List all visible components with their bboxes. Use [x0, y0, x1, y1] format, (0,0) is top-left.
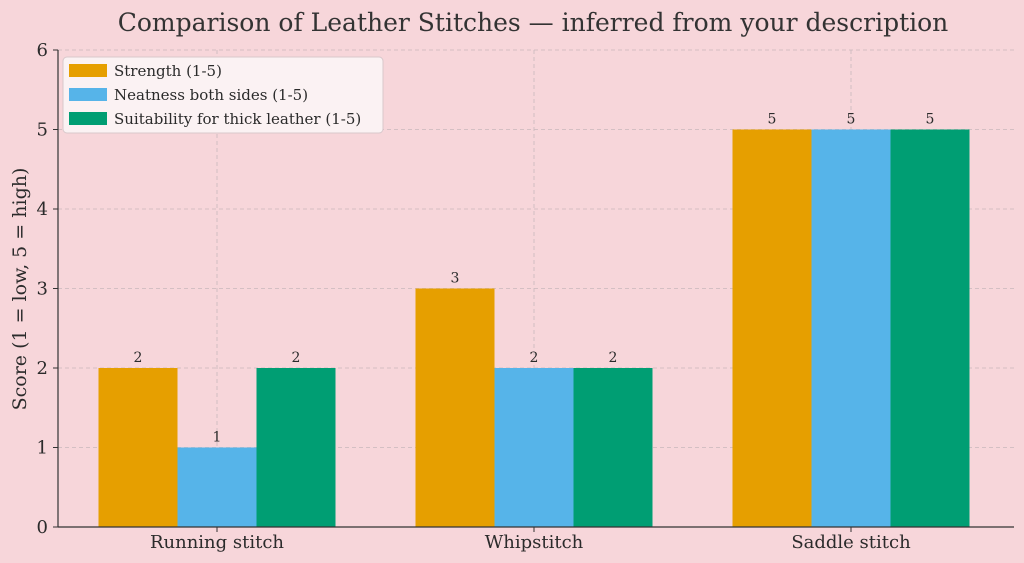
legend-swatch: [69, 112, 107, 125]
y-axis-label: Score (1 = low, 5 = high): [9, 168, 31, 411]
data-label: 2: [134, 350, 143, 366]
bar: [256, 368, 336, 527]
chart-title: Comparison of Leather Stitches — inferre…: [118, 8, 949, 37]
legend-box: [62, 56, 384, 134]
legend-entry: Neatness both sides (1-5): [114, 86, 308, 104]
bar: [415, 288, 495, 527]
data-label: 5: [847, 112, 856, 128]
y-tick-label: 3: [37, 279, 48, 300]
data-labels: 2 3 5 1 2 5 2 2 5: [134, 112, 935, 446]
axes: 0 1 2 3 4 5 6 Running stitch Whipstitch Saddle st…: [37, 40, 1014, 553]
data-label: 2: [530, 350, 539, 366]
data-label: 5: [768, 112, 777, 128]
bar: [890, 129, 970, 527]
bars: [98, 129, 970, 527]
legend-entry: Strength (1-5): [114, 62, 222, 80]
y-tick-label: 4: [37, 199, 48, 220]
bar: [98, 368, 178, 527]
legend-swatch: [69, 88, 107, 101]
bar: [732, 129, 812, 527]
y-tick-label: 2: [37, 358, 48, 379]
data-label: 2: [292, 350, 301, 366]
y-tick-label: 5: [37, 120, 48, 141]
data-label: 2: [609, 350, 618, 366]
y-tick-label: 1: [37, 438, 48, 459]
bar: [811, 129, 891, 527]
data-label: 5: [926, 112, 935, 128]
x-tick-label: Running stitch: [150, 532, 284, 553]
legend: Strength (1-5) Neatness both sides (1-5) S…: [62, 56, 384, 134]
legend-swatch: [69, 64, 107, 77]
x-tick-label: Whipstitch: [485, 532, 584, 553]
y-tick-label: 0: [37, 517, 48, 538]
data-label: 3: [451, 271, 460, 287]
legend-entry: Suitability for thick leather (1-5): [114, 110, 361, 128]
data-label: 1: [213, 430, 222, 446]
bar: [573, 368, 653, 527]
y-tick-label: 6: [37, 40, 48, 61]
bar: [494, 368, 574, 527]
bar: [177, 447, 257, 527]
x-tick-label: Saddle stitch: [791, 532, 911, 553]
